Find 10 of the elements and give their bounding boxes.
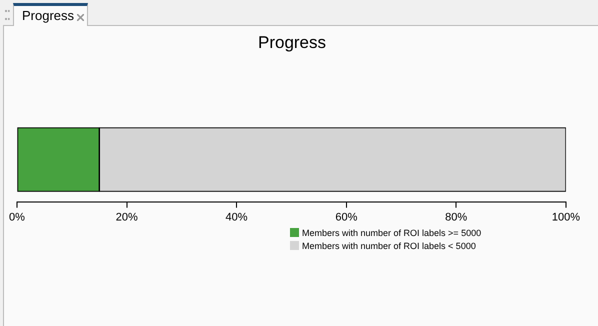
x-tick-label: 40% — [226, 211, 248, 224]
x-tick-label: 0% — [9, 211, 26, 224]
tab: Progress — [13, 3, 88, 26]
legend-label: Members with number of ROI labels < 5000 — [302, 240, 476, 250]
x-tick-label: 60% — [335, 211, 358, 224]
chart-title: Progress — [258, 32, 326, 52]
x-tick-label: 100% — [552, 211, 580, 224]
legend-label: Members with number of ROI labels >= 5000 — [302, 228, 482, 238]
x-tick-label: 20% — [116, 211, 138, 224]
x-tick-label: 80% — [445, 211, 468, 224]
